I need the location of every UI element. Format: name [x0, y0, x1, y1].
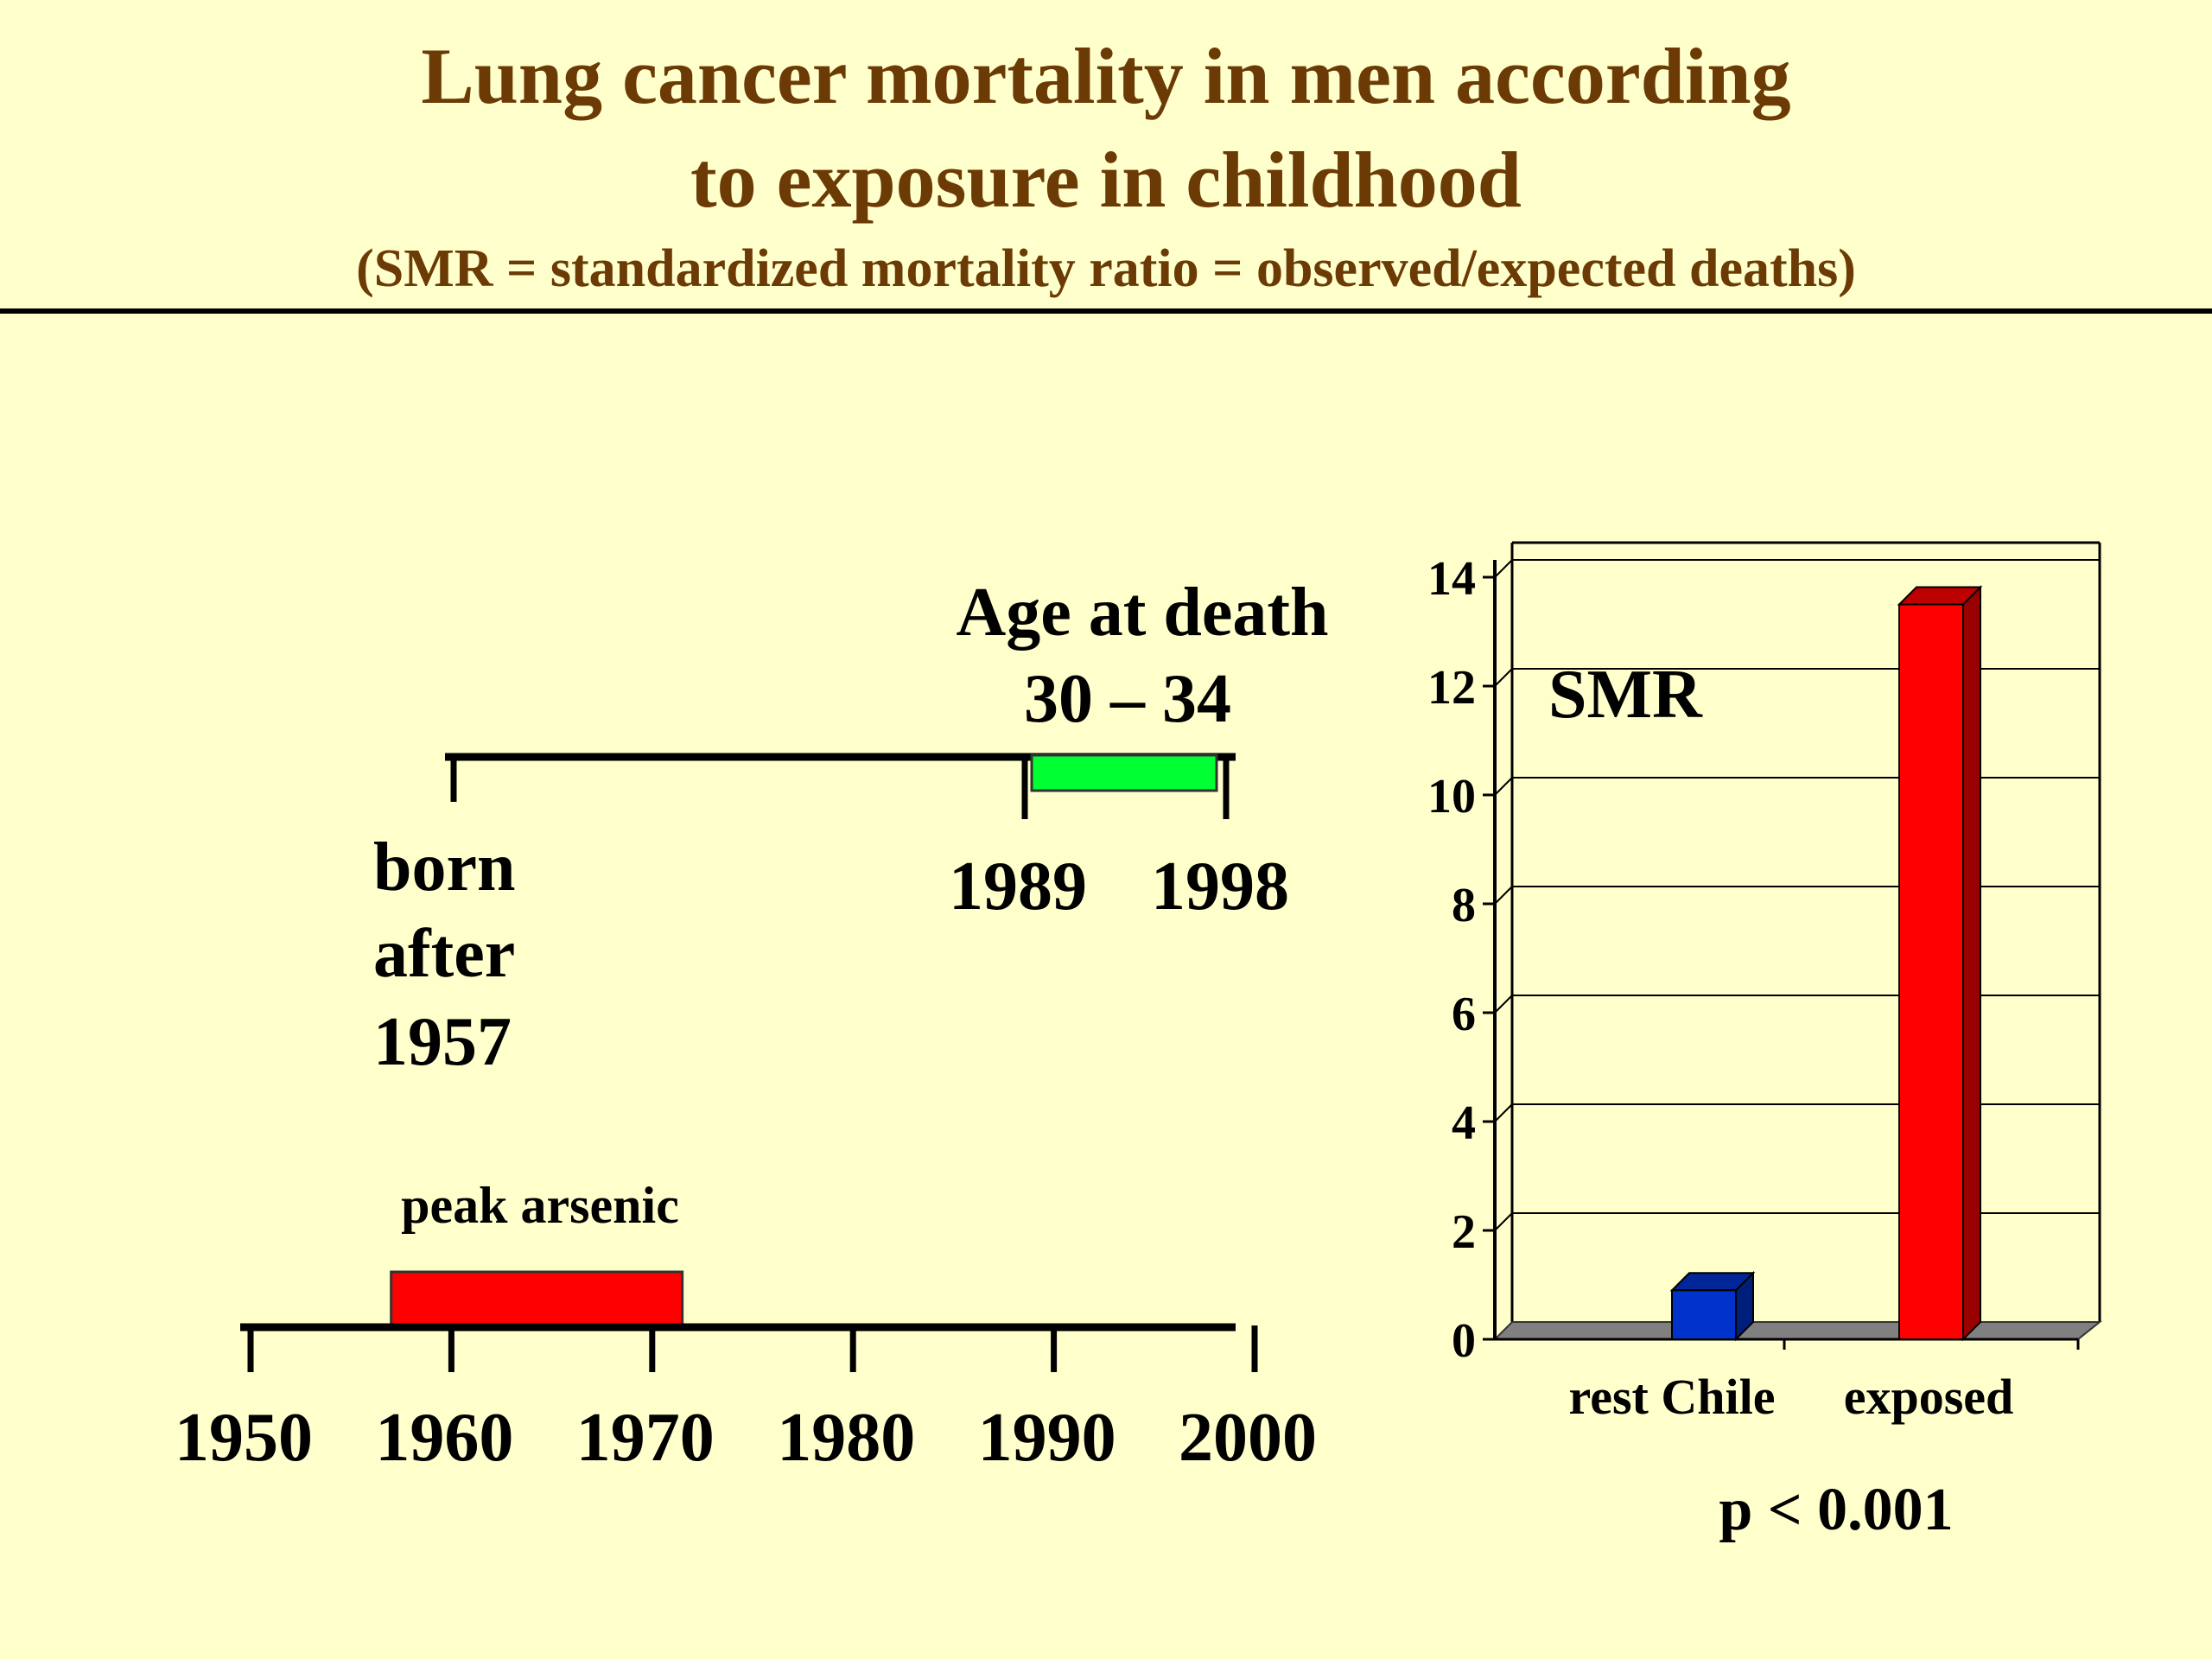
y-axis-tick-label: 4 [1452, 1096, 1476, 1150]
death-age-range-bar [1030, 753, 1218, 792]
gridlines [1494, 559, 2100, 1231]
x-axis-labels: rest Chile exposed [1569, 1369, 2014, 1425]
bars [1669, 585, 1983, 1342]
born-label-line-3: 1957 [373, 1004, 512, 1080]
p-value-annotation: p < 0.001 [1719, 1477, 1953, 1543]
lower-timeline-year-label: 1990 [978, 1400, 1116, 1476]
lower-timeline-year-label: 1960 [375, 1400, 513, 1476]
bar-side [1962, 585, 1981, 1342]
gridline-side [1494, 668, 1513, 687]
gridline-side [1494, 1103, 1513, 1122]
y-axis-tick-label: 2 [1452, 1205, 1476, 1259]
lower-timeline-year-label: 1950 [175, 1400, 313, 1476]
peak-arsenic-label: peak arsenic [401, 1177, 679, 1234]
gridline-side [1494, 995, 1513, 1014]
y-axis-tick-label: 0 [1452, 1314, 1476, 1368]
lower-timeline-year-label: 1980 [777, 1400, 915, 1476]
title-divider [0, 308, 2212, 314]
y-axis-title-smr: SMR [1548, 657, 1703, 733]
title-line-2: to exposure in childhood [690, 136, 1522, 224]
smr-bar-chart: 0 2 4 6 8 10 12 14 rest Chile exposed SMR p < 0.… [1427, 541, 2102, 1543]
age-at-death-label: Age at death [956, 575, 1328, 651]
calendar-timeline: peak arsenic 1950 1960 1970 1980 1990 2000 [175, 1177, 1317, 1476]
peak-arsenic-bar [390, 1270, 684, 1327]
y-axis-tick-label: 8 [1452, 879, 1476, 932]
birth-death-timeline: Age at death 30 – 34 1989 1998 born afte… [373, 575, 1329, 1080]
born-label-line-1: born [373, 830, 516, 906]
title-line-1: Lung cancer mortality in men according [421, 32, 1791, 120]
x-axis-category-label: rest Chile [1569, 1369, 1776, 1425]
bar-front [1898, 603, 1964, 1340]
bar-front [1671, 1289, 1737, 1341]
y-axis-ticks: 0 2 4 6 8 10 12 14 [1427, 552, 1495, 1368]
plot-area [1512, 543, 2100, 1320]
chart-floor [1492, 1321, 2102, 1340]
death-end-year-label: 1998 [1151, 849, 1289, 925]
y-axis-tick-label: 6 [1452, 988, 1476, 1041]
death-start-year-label: 1989 [949, 849, 1087, 925]
lower-timeline-year-label: 1970 [576, 1400, 715, 1476]
born-label-line-2: after [373, 916, 515, 992]
bar-rest-chile [1669, 1270, 1756, 1342]
gridline-side [1494, 777, 1513, 796]
gridline-side [1494, 1212, 1513, 1231]
y-axis-tick-label: 12 [1427, 661, 1476, 715]
y-axis-tick-label: 14 [1427, 552, 1476, 606]
bar-exposed [1897, 585, 1983, 1342]
gridline-side [1494, 559, 1513, 578]
gridline-side [1494, 886, 1513, 905]
x-axis-category-label: exposed [1844, 1369, 2014, 1425]
subtitle: (SMR = standardized mortality ratio = ob… [356, 239, 1856, 298]
lower-timeline-year-label: 2000 [1179, 1400, 1317, 1476]
age-range-label: 30 – 34 [1024, 661, 1231, 737]
y-axis-tick-label: 10 [1427, 770, 1476, 823]
